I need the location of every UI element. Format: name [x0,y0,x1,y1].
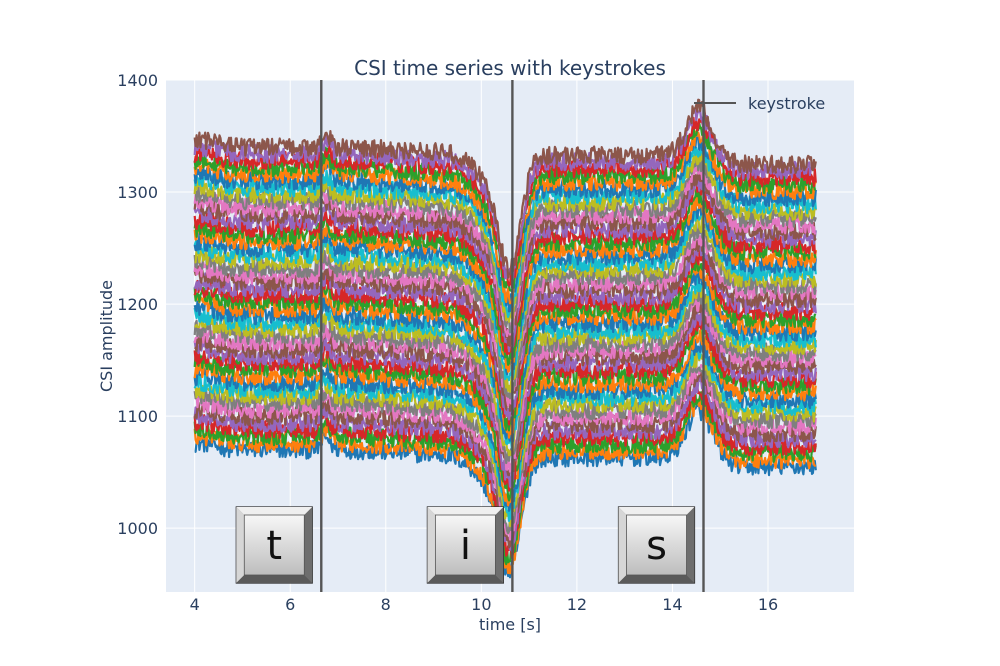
key-bevel-right [304,507,313,583]
key-bevel-top [236,507,313,515]
series-line [193,179,817,356]
x-tick-label: 8 [381,595,391,614]
key-icon-i: i [426,506,504,584]
key-bevel-bottom [236,575,313,583]
key-face [243,514,305,576]
key-bevel-right [686,507,695,583]
y-axis-label: CSI amplitude [97,280,116,392]
key-icon-t: t [235,506,313,584]
series-line [193,187,817,366]
key-bevel-bottom [427,575,504,583]
x-tick-label: 4 [190,595,200,614]
y-tick-label: 1200 [117,295,158,314]
key-bevel-left [427,507,436,583]
series-line [193,107,817,280]
key-letter: s [646,523,667,569]
x-tick-label: 10 [471,595,491,614]
y-tick-label: 1300 [117,183,158,202]
y-tick-labels: 1000 1100 1200 1300 1400 [117,71,158,538]
series-line [193,336,817,512]
series-line [193,286,817,465]
y-tick-label: 1400 [117,71,158,90]
y-tick-label: 1000 [117,519,158,538]
key-bevel-top [427,507,504,515]
key-face [626,514,687,576]
key-bevel-right [495,507,504,583]
x-axis-label: time [s] [479,615,541,634]
key-bevel-left [618,507,627,583]
key-bevel-top [618,507,695,515]
y-tick-label: 1100 [117,407,158,426]
legend: keystroke [694,94,825,113]
chart-title: CSI time series with keystrokes [354,56,666,80]
key-letter: t [266,523,282,569]
x-tick-label: 14 [662,595,682,614]
x-tick-label: 12 [567,595,587,614]
key-icon-s: s [617,506,696,584]
x-tick-label: 6 [285,595,295,614]
x-tick-labels: 4 6 8 10 12 14 16 [190,595,779,614]
keystroke-markers [320,80,705,592]
key-face [434,514,496,576]
legend-label: keystroke [748,94,825,113]
key-letter: i [460,523,471,569]
key-bevel-bottom [618,575,695,583]
series-line [193,398,817,575]
key-bevel-left [236,507,245,583]
series-group [193,98,817,579]
series-line [193,98,817,279]
x-tick-label: 16 [758,595,778,614]
series-line [193,161,817,338]
